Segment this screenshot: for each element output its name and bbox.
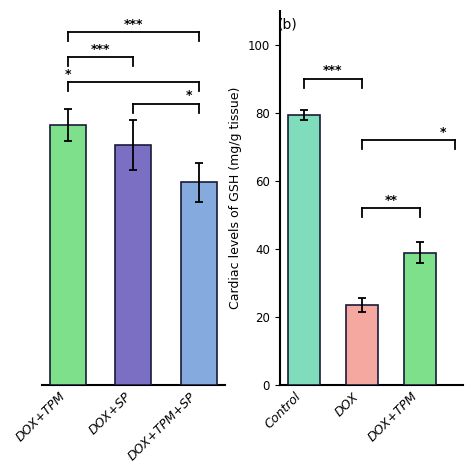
Text: **: **: [384, 194, 397, 207]
Bar: [404, 253, 436, 385]
Text: (b): (b): [278, 18, 298, 32]
Bar: [181, 182, 217, 385]
Text: ***: ***: [91, 43, 110, 55]
Bar: [50, 125, 86, 385]
Text: *: *: [65, 68, 71, 81]
Text: *: *: [186, 89, 192, 102]
Bar: [288, 115, 320, 385]
Text: *: *: [440, 126, 446, 138]
Bar: [346, 305, 378, 385]
Bar: [115, 145, 151, 385]
Text: ***: ***: [323, 64, 343, 77]
Text: ***: ***: [124, 18, 143, 31]
Y-axis label: Cardiac levels of GSH (mg/g tissue): Cardiac levels of GSH (mg/g tissue): [229, 87, 242, 310]
